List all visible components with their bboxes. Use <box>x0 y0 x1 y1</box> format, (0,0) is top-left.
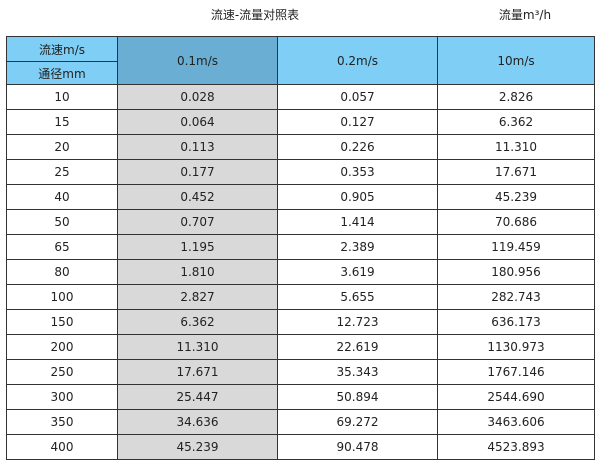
flow-cell: 50.894 <box>277 384 438 410</box>
table-row: 300 25.447 50.894 2544.690 <box>6 384 595 410</box>
diameter-cell: 10 <box>6 84 118 110</box>
flow-cell: 3463.606 <box>437 409 595 435</box>
flow-cell: 17.671 <box>117 359 278 385</box>
flow-cell: 25.447 <box>117 384 278 410</box>
flow-cell: 6.362 <box>437 109 595 135</box>
diameter-cell: 200 <box>6 334 118 360</box>
header-row: 通径mm <box>6 61 595 85</box>
diameter-cell: 150 <box>6 309 118 335</box>
diameter-cell: 250 <box>6 359 118 385</box>
flow-cell: 3.619 <box>277 259 438 285</box>
flow-cell: 5.655 <box>277 284 438 310</box>
flow-cell: 69.272 <box>277 409 438 435</box>
flow-cell: 0.127 <box>277 109 438 135</box>
table-row: 150 6.362 12.723 636.173 <box>6 309 595 335</box>
table-row: 65 1.195 2.389 119.459 <box>6 234 595 260</box>
flow-cell: 2544.690 <box>437 384 595 410</box>
diameter-cell: 20 <box>6 134 118 160</box>
flow-cell: 1.195 <box>117 234 278 260</box>
flow-cell: 2.389 <box>277 234 438 260</box>
flow-cell: 0.064 <box>117 109 278 135</box>
unit-label: 流量m³/h <box>498 8 552 22</box>
flow-cell: 12.723 <box>277 309 438 335</box>
flow-cell: 0.057 <box>277 84 438 110</box>
flow-cell: 0.177 <box>117 159 278 185</box>
flow-cell: 90.478 <box>277 434 438 460</box>
table-row: 15 0.064 0.127 6.362 <box>6 109 595 135</box>
flow-cell: 11.310 <box>437 134 595 160</box>
flow-cell: 45.239 <box>437 184 595 210</box>
table-row: 25 0.177 0.353 17.671 <box>6 159 595 185</box>
flow-cell: 2.827 <box>117 284 278 310</box>
diameter-cell: 25 <box>6 159 118 185</box>
speed-header: 流速m/s <box>6 36 118 62</box>
flow-cell: 17.671 <box>437 159 595 185</box>
flow-cell: 22.619 <box>277 334 438 360</box>
header-row: 流速m/s 0.1m/s 0.2m/s 10m/s <box>6 36 595 85</box>
flow-cell: 180.956 <box>437 259 595 285</box>
diameter-cell: 40 <box>6 184 118 210</box>
flow-cell: 0.226 <box>277 134 438 160</box>
diameter-cell: 400 <box>6 434 118 460</box>
diameter-cell: 100 <box>6 284 118 310</box>
flow-cell: 6.362 <box>117 309 278 335</box>
table-row: 80 1.810 3.619 180.956 <box>6 259 595 285</box>
diameter-cell: 65 <box>6 234 118 260</box>
column-header: 10m/s <box>437 36 595 85</box>
table-row: 10 0.028 0.057 2.826 <box>6 84 595 110</box>
diameter-cell: 50 <box>6 209 118 235</box>
flow-table: 流速m/s 0.1m/s 0.2m/s 10m/s 通径mm 10 0.028 0.… <box>6 36 595 460</box>
diameter-header: 通径mm <box>6 61 118 85</box>
table-title: 流速-流量对照表 <box>210 8 300 22</box>
flow-cell: 1767.146 <box>437 359 595 385</box>
table-row: 50 0.707 1.414 70.686 <box>6 209 595 235</box>
flow-cell: 0.905 <box>277 184 438 210</box>
table-row: 200 11.310 22.619 1130.973 <box>6 334 595 360</box>
flow-cell: 0.353 <box>277 159 438 185</box>
flow-cell: 636.173 <box>437 309 595 335</box>
flow-cell: 34.636 <box>117 409 278 435</box>
diameter-cell: 15 <box>6 109 118 135</box>
flow-cell: 11.310 <box>117 334 278 360</box>
table-row: 100 2.827 5.655 282.743 <box>6 284 595 310</box>
diameter-cell: 300 <box>6 384 118 410</box>
diameter-cell: 350 <box>6 409 118 435</box>
flow-cell: 1130.973 <box>437 334 595 360</box>
column-header: 0.2m/s <box>277 36 438 85</box>
flow-cell: 0.707 <box>117 209 278 235</box>
flow-cell: 282.743 <box>437 284 595 310</box>
flow-cell: 0.113 <box>117 134 278 160</box>
diameter-cell: 80 <box>6 259 118 285</box>
flow-cell: 0.028 <box>117 84 278 110</box>
flow-cell: 2.826 <box>437 84 595 110</box>
flow-cell: 4523.893 <box>437 434 595 460</box>
table-row: 250 17.671 35.343 1767.146 <box>6 359 595 385</box>
table-row: 40 0.452 0.905 45.239 <box>6 184 595 210</box>
flow-cell: 70.686 <box>437 209 595 235</box>
flow-cell: 0.452 <box>117 184 278 210</box>
flow-cell: 35.343 <box>277 359 438 385</box>
table-row: 400 45.239 90.478 4523.893 <box>6 434 595 460</box>
flow-cell: 119.459 <box>437 234 595 260</box>
flow-cell: 45.239 <box>117 434 278 460</box>
flow-cell: 1.810 <box>117 259 278 285</box>
column-header: 0.1m/s <box>117 36 278 85</box>
table-row: 20 0.113 0.226 11.310 <box>6 134 595 160</box>
flow-cell: 1.414 <box>277 209 438 235</box>
table-row: 350 34.636 69.272 3463.606 <box>6 409 595 435</box>
